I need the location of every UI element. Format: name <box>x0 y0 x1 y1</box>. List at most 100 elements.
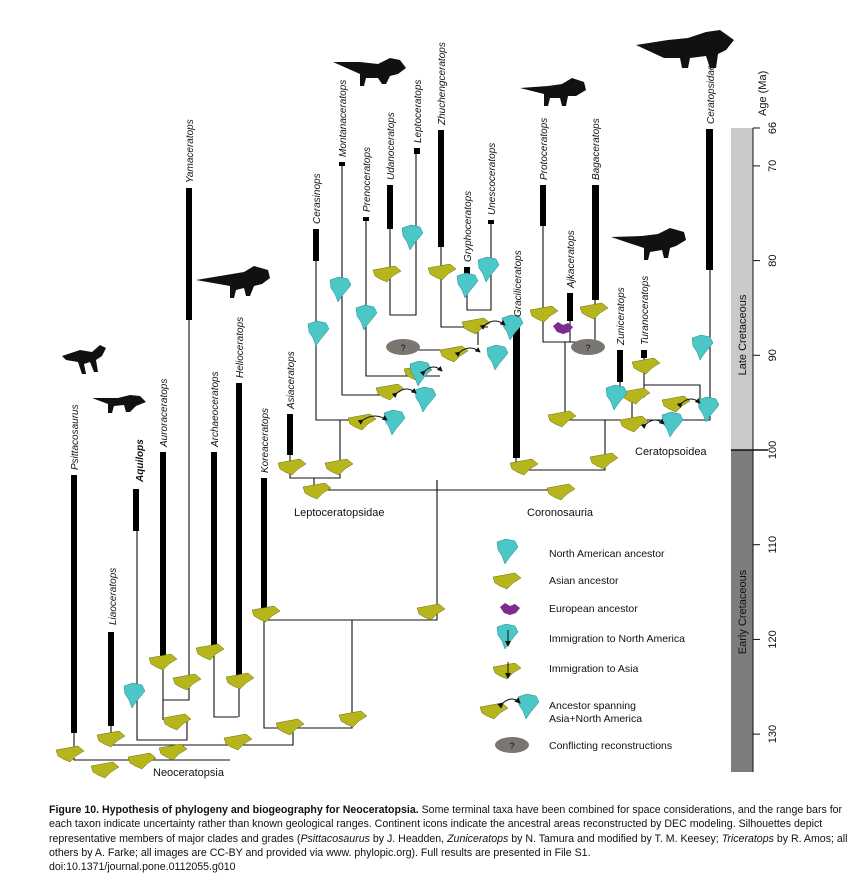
label-auroraceratops: Auroraceratops <box>159 379 170 448</box>
spanning-icon <box>479 693 540 720</box>
asia-icon <box>158 743 188 761</box>
label-leptoceratops: Leptoceratops <box>413 80 424 143</box>
ancestral-area-icons <box>55 224 720 779</box>
asia-icon <box>492 572 522 590</box>
clade-neoceratopsia: Neoceratopsia <box>153 767 225 779</box>
silhouettes <box>62 30 734 413</box>
age-tick-label: 100 <box>767 441 779 459</box>
north-america-icon <box>123 682 146 709</box>
asia-icon <box>546 483 576 501</box>
label-graciliceratops: Graciliceratops <box>513 250 524 317</box>
label-zhuchengceratops: Zhuchengceratops <box>437 42 448 126</box>
asia-icon <box>416 603 446 621</box>
dispersal-arrow <box>640 418 665 430</box>
age-tick-label: 70 <box>767 160 779 172</box>
legend-immigration-na: Immigration to North America <box>549 633 685 645</box>
asia-icon <box>302 482 332 500</box>
dispersal-arrow <box>391 388 417 398</box>
svg-text:?: ? <box>400 343 405 353</box>
asia-icon <box>275 718 305 736</box>
dispersal-arrow <box>357 415 388 425</box>
age-tick-label: 110 <box>767 536 779 554</box>
caption-zuniceratops: Zuniceratops <box>447 832 509 845</box>
asia-icon <box>277 458 307 476</box>
label-asiaceratops: Asiaceratops <box>286 351 297 410</box>
clade-ceratopsoidea: Ceratopsoidea <box>635 446 707 458</box>
phylogeny-figure: 66 70 80 90 100 110 120 130 Age (Ma) Late Creta… <box>55 30 779 779</box>
north-america-icon <box>661 411 684 438</box>
label-unescoceratops: Unescoceratops <box>487 143 498 215</box>
legend-asian: Asian ancestor <box>549 575 619 587</box>
immigration-asia-icon <box>492 662 522 680</box>
north-america-icon <box>456 272 479 299</box>
label-gryphoceratops: Gryphoceratops <box>463 191 474 262</box>
psittacosaurus-silhouette <box>62 345 106 374</box>
legend: North American ancestor Asian ancestor E… <box>479 538 685 753</box>
dispersal-arrow <box>676 397 701 409</box>
label-cerasinops: Cerasinops <box>312 173 323 224</box>
time-axis: 66 70 80 90 100 110 120 130 Age (Ma) Late Creta… <box>731 71 779 772</box>
label-montanaceratops: Montanaceratops <box>338 80 349 157</box>
conflict-markers: ? ? <box>386 339 605 355</box>
clade-leptoceratopsidae: Leptoceratopsidae <box>294 507 385 519</box>
legend-north-american: North American ancestor <box>549 548 665 560</box>
asia-icon <box>661 395 691 413</box>
label-aquilops: Aquilops <box>135 439 146 483</box>
asia-icon <box>589 452 619 470</box>
asia-icon <box>375 383 405 401</box>
label-ceratopsidae: Ceratopsidae <box>706 64 717 124</box>
north-america-icon <box>307 320 330 347</box>
late-cretaceous-label: Late Cretaceous <box>737 294 749 375</box>
asia-icon <box>631 357 661 375</box>
north-america-icon <box>329 276 352 303</box>
label-prenoceratops: Prenoceratops <box>362 147 373 212</box>
north-america-icon <box>496 538 519 565</box>
legend-conflicting: Conflicting reconstructions <box>549 740 672 752</box>
caption-text-4: by R. Amos; all others by A. Farke; all … <box>49 832 848 859</box>
label-turanoceratops: Turanoceratops <box>640 276 651 345</box>
age-tick-label: 66 <box>767 122 779 134</box>
north-america-icon <box>697 396 720 423</box>
zuniceratops-silhouette <box>611 228 686 260</box>
immigration-north-america-icon <box>496 623 519 650</box>
label-udanoceratops: Udanoceratops <box>386 112 397 180</box>
north-america-icon <box>414 386 437 413</box>
north-america-icon <box>401 224 424 251</box>
dispersal-arrow <box>479 320 506 330</box>
label-psittacosaurus: Psittacosaurus <box>70 404 81 470</box>
caption-text-2: by J. Headden, <box>369 832 448 845</box>
dispersal-arrow <box>454 347 481 357</box>
asia-icon <box>225 672 255 690</box>
legend-european: European ancestor <box>549 603 638 615</box>
label-archaeoceratops: Archaeoceratops <box>210 371 221 448</box>
age-tick-label: 130 <box>767 725 779 743</box>
asia-icon <box>427 263 457 281</box>
asia-icon <box>338 710 368 728</box>
triceratops-silhouette <box>636 30 734 68</box>
label-koreaceratops: Koreaceratops <box>260 408 271 473</box>
north-america-icon <box>477 256 500 283</box>
label-bagaceratops: Bagaceratops <box>591 118 602 180</box>
north-america-icon <box>355 304 378 331</box>
asia-icon <box>195 643 225 661</box>
asia-icon <box>372 265 402 283</box>
label-protoceratops: Protoceratops <box>539 118 550 180</box>
asia-icon <box>547 410 577 428</box>
protoceratops-silhouette <box>520 78 586 106</box>
caption-psittacosaurus: Psittacosaurus <box>300 832 370 845</box>
north-america-icon <box>486 344 509 371</box>
caption-doi: doi:10.1371/journal.pone.0112055.g010 <box>49 861 236 874</box>
udanoceratops-silhouette <box>333 58 406 86</box>
range-bars <box>71 129 713 733</box>
leptoceratopsid-silhouette <box>196 266 270 298</box>
legend-spanning-2: Asia+North America <box>549 713 642 725</box>
asia-icon <box>461 317 491 335</box>
asia-icon <box>579 302 609 320</box>
caption-text-1: Some terminal taxa have been combined fo… <box>49 804 843 845</box>
label-ajkaceratops: Ajkaceratops <box>566 230 577 289</box>
legend-spanning-1: Ancestor spanning <box>549 700 636 712</box>
asia-icon <box>324 458 354 476</box>
caption-label: Figure 10. Hypothesis of phylogeny and b… <box>49 804 419 816</box>
asia-icon <box>509 458 539 476</box>
asia-icon <box>529 305 559 323</box>
